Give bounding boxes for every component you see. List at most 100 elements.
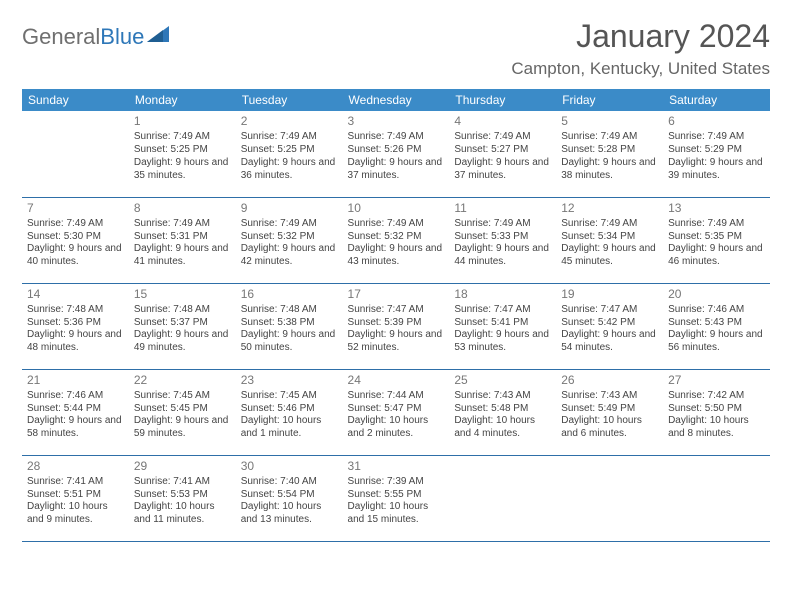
- page-header: GeneralBlue January 2024 Campton, Kentuc…: [22, 18, 770, 79]
- calendar-day-cell: 23Sunrise: 7:45 AMSunset: 5:46 PMDayligh…: [236, 369, 343, 455]
- daylight-line: Daylight: 9 hours and 40 minutes.: [27, 243, 124, 269]
- sunset-line: Sunset: 5:32 PM: [241, 231, 338, 244]
- day-number: 16: [241, 287, 338, 302]
- daylight-line: Daylight: 10 hours and 6 minutes.: [561, 415, 658, 441]
- sunrise-line: Sunrise: 7:43 AM: [561, 390, 658, 403]
- sunrise-line: Sunrise: 7:47 AM: [454, 304, 551, 317]
- title-location: Campton, Kentucky, United States: [511, 59, 770, 79]
- calendar-empty-cell: [663, 455, 770, 541]
- calendar-day-cell: 26Sunrise: 7:43 AMSunset: 5:49 PMDayligh…: [556, 369, 663, 455]
- daylight-line: Daylight: 9 hours and 45 minutes.: [561, 243, 658, 269]
- daylight-line: Daylight: 9 hours and 41 minutes.: [134, 243, 231, 269]
- sunrise-line: Sunrise: 7:47 AM: [348, 304, 445, 317]
- sunset-line: Sunset: 5:53 PM: [134, 489, 231, 502]
- calendar-day-cell: 7 Sunrise: 7:49 AMSunset: 5:30 PMDaylight…: [22, 197, 129, 283]
- calendar-day-cell: 16Sunrise: 7:48 AMSunset: 5:38 PMDayligh…: [236, 283, 343, 369]
- day-number: 11: [454, 201, 551, 216]
- sunset-line: Sunset: 5:31 PM: [134, 231, 231, 244]
- daylight-line: Daylight: 9 hours and 49 minutes.: [134, 329, 231, 355]
- daylight-line: Daylight: 9 hours and 54 minutes.: [561, 329, 658, 355]
- sunset-line: Sunset: 5:30 PM: [27, 231, 124, 244]
- sunrise-line: Sunrise: 7:49 AM: [27, 218, 124, 231]
- weekday-header: Tuesday: [236, 89, 343, 111]
- daylight-line: Daylight: 9 hours and 43 minutes.: [348, 243, 445, 269]
- weekday-header: Monday: [129, 89, 236, 111]
- daylight-line: Daylight: 9 hours and 52 minutes.: [348, 329, 445, 355]
- day-number: 31: [348, 459, 445, 474]
- calendar-day-cell: 3Sunrise: 7:49 AMSunset: 5:26 PMDaylight…: [343, 111, 450, 197]
- day-number: 8: [134, 201, 231, 216]
- sunset-line: Sunset: 5:50 PM: [668, 403, 765, 416]
- calendar-week-row: 21Sunrise: 7:46 AMSunset: 5:44 PMDayligh…: [22, 369, 770, 455]
- calendar-day-cell: 20Sunrise: 7:46 AMSunset: 5:43 PMDayligh…: [663, 283, 770, 369]
- sunset-line: Sunset: 5:45 PM: [134, 403, 231, 416]
- sunset-line: Sunset: 5:43 PM: [668, 317, 765, 330]
- brand-part2: Blue: [100, 24, 144, 50]
- sunrise-line: Sunrise: 7:47 AM: [561, 304, 658, 317]
- day-number: 29: [134, 459, 231, 474]
- sunset-line: Sunset: 5:48 PM: [454, 403, 551, 416]
- weekday-header: Sunday: [22, 89, 129, 111]
- day-number: 17: [348, 287, 445, 302]
- sunrise-line: Sunrise: 7:49 AM: [241, 131, 338, 144]
- weekday-header: Friday: [556, 89, 663, 111]
- calendar-day-cell: 6Sunrise: 7:49 AMSunset: 5:29 PMDaylight…: [663, 111, 770, 197]
- sunrise-line: Sunrise: 7:49 AM: [561, 131, 658, 144]
- sunrise-line: Sunrise: 7:41 AM: [134, 476, 231, 489]
- day-number: 9: [241, 201, 338, 216]
- calendar-day-cell: 25Sunrise: 7:43 AMSunset: 5:48 PMDayligh…: [449, 369, 556, 455]
- brand-part1: General: [22, 24, 100, 50]
- day-number: 7: [27, 201, 124, 216]
- sunset-line: Sunset: 5:25 PM: [241, 144, 338, 157]
- title-month: January 2024: [511, 18, 770, 55]
- daylight-line: Daylight: 10 hours and 11 minutes.: [134, 501, 231, 527]
- daylight-line: Daylight: 9 hours and 58 minutes.: [27, 415, 124, 441]
- sunrise-line: Sunrise: 7:49 AM: [668, 218, 765, 231]
- sunset-line: Sunset: 5:35 PM: [668, 231, 765, 244]
- daylight-line: Daylight: 10 hours and 8 minutes.: [668, 415, 765, 441]
- day-number: 24: [348, 373, 445, 388]
- weekday-header: Thursday: [449, 89, 556, 111]
- daylight-line: Daylight: 9 hours and 50 minutes.: [241, 329, 338, 355]
- calendar-day-cell: 14Sunrise: 7:48 AMSunset: 5:36 PMDayligh…: [22, 283, 129, 369]
- daylight-line: Daylight: 10 hours and 13 minutes.: [241, 501, 338, 527]
- day-number: 18: [454, 287, 551, 302]
- sunrise-line: Sunrise: 7:48 AM: [241, 304, 338, 317]
- calendar-day-cell: 5Sunrise: 7:49 AMSunset: 5:28 PMDaylight…: [556, 111, 663, 197]
- sunset-line: Sunset: 5:42 PM: [561, 317, 658, 330]
- daylight-line: Daylight: 9 hours and 53 minutes.: [454, 329, 551, 355]
- day-number: 26: [561, 373, 658, 388]
- sunrise-line: Sunrise: 7:49 AM: [134, 218, 231, 231]
- sunrise-line: Sunrise: 7:48 AM: [27, 304, 124, 317]
- sunset-line: Sunset: 5:41 PM: [454, 317, 551, 330]
- calendar-week-row: 14Sunrise: 7:48 AMSunset: 5:36 PMDayligh…: [22, 283, 770, 369]
- title-block: January 2024 Campton, Kentucky, United S…: [511, 18, 770, 79]
- sunset-line: Sunset: 5:33 PM: [454, 231, 551, 244]
- sunrise-line: Sunrise: 7:49 AM: [454, 131, 551, 144]
- calendar-day-cell: 30Sunrise: 7:40 AMSunset: 5:54 PMDayligh…: [236, 455, 343, 541]
- sunset-line: Sunset: 5:36 PM: [27, 317, 124, 330]
- daylight-line: Daylight: 9 hours and 44 minutes.: [454, 243, 551, 269]
- sunset-line: Sunset: 5:37 PM: [134, 317, 231, 330]
- weekday-header-row: Sunday Monday Tuesday Wednesday Thursday…: [22, 89, 770, 111]
- daylight-line: Daylight: 9 hours and 39 minutes.: [668, 157, 765, 183]
- sunset-line: Sunset: 5:32 PM: [348, 231, 445, 244]
- sunset-line: Sunset: 5:55 PM: [348, 489, 445, 502]
- sunset-line: Sunset: 5:39 PM: [348, 317, 445, 330]
- sunrise-line: Sunrise: 7:49 AM: [134, 131, 231, 144]
- daylight-line: Daylight: 10 hours and 4 minutes.: [454, 415, 551, 441]
- calendar-day-cell: 31Sunrise: 7:39 AMSunset: 5:55 PMDayligh…: [343, 455, 450, 541]
- sunrise-line: Sunrise: 7:49 AM: [561, 218, 658, 231]
- calendar-empty-cell: [449, 455, 556, 541]
- sunrise-line: Sunrise: 7:46 AM: [27, 390, 124, 403]
- calendar-day-cell: 21Sunrise: 7:46 AMSunset: 5:44 PMDayligh…: [22, 369, 129, 455]
- sunrise-line: Sunrise: 7:49 AM: [668, 131, 765, 144]
- daylight-line: Daylight: 9 hours and 35 minutes.: [134, 157, 231, 183]
- calendar-day-cell: 4Sunrise: 7:49 AMSunset: 5:27 PMDaylight…: [449, 111, 556, 197]
- daylight-line: Daylight: 9 hours and 59 minutes.: [134, 415, 231, 441]
- calendar-day-cell: 18 Sunrise: 7:47 AMSunset: 5:41 PMDayligh…: [449, 283, 556, 369]
- sunrise-line: Sunrise: 7:48 AM: [134, 304, 231, 317]
- sunset-line: Sunset: 5:25 PM: [134, 144, 231, 157]
- sunrise-line: Sunrise: 7:42 AM: [668, 390, 765, 403]
- sunset-line: Sunset: 5:26 PM: [348, 144, 445, 157]
